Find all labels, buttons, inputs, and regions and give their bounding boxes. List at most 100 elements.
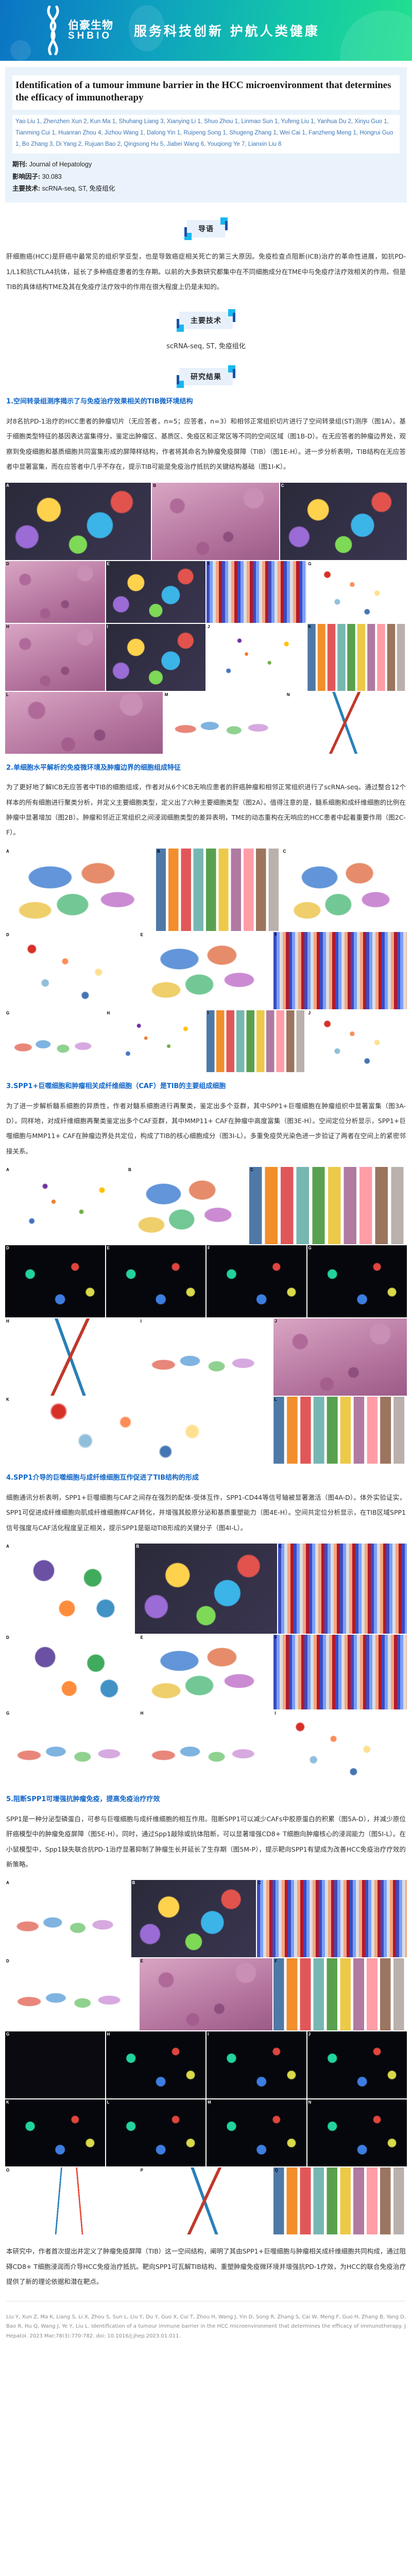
figure-panel: E: [106, 1245, 205, 1318]
intro-badge-label: 导语: [198, 225, 214, 234]
figure-panel: J: [273, 1318, 407, 1396]
tech-summary-text: scRNA-seq, ST, 免疫组化: [166, 343, 246, 351]
figure-panel: N: [307, 2099, 407, 2167]
result-heading-2: 2.单细胞水平解析的免疫微环境及肿瘤边界的细胞组成特征: [6, 764, 181, 772]
figure-panel: J: [307, 1010, 407, 1072]
banner-decoration-blob: [10, 40, 31, 61]
impact-factor-line: 影响因子: 30.083: [12, 171, 400, 183]
tech-badge: 主要技术: [177, 309, 235, 332]
figure-4: A B C D E F G H I: [5, 1544, 407, 1786]
figure-panel: F: [273, 1635, 407, 1710]
figure-1: A B C D E F G H I J K L M N: [5, 482, 407, 754]
journal-label: 期刊:: [12, 160, 28, 168]
figure-panel: M: [163, 691, 285, 754]
figure-panel: B: [131, 1880, 256, 1958]
reference-text: Liu Y, Xun Z, Ma K, Liang S, Li X, Zhou …: [6, 2314, 406, 2339]
figure-panel: F: [207, 1245, 306, 1318]
figure-panel: C: [278, 1544, 407, 1634]
technique-line: 主要技术: scRNA-seq, ST, 免疫组化: [12, 183, 400, 195]
dna-helix-icon: [42, 6, 64, 55]
figure-panel: A: [5, 482, 151, 560]
figure-5: A B C D E F G H I J K L M N O P Q: [5, 1880, 407, 2235]
figure-panel: D: [5, 1635, 139, 1710]
result-paragraph-3: 为了进一步解析髓系细胞的异质性，作者对髓系细胞进行再聚类，鉴定出多个亚群，其中S…: [6, 1101, 406, 1155]
banner-slogan: 服务科技创新 护航人类健康: [134, 24, 320, 39]
results-badge-label: 研究结果: [191, 373, 221, 382]
figure-panel: G: [5, 1710, 139, 1786]
figure-panel: G: [5, 1010, 105, 1072]
figure-panel: G: [5, 2031, 105, 2099]
figure-panel: A: [5, 1167, 127, 1245]
figure-panel: D: [5, 1958, 139, 2031]
banner-decoration-blob: [340, 10, 412, 61]
figure-panel: K: [307, 623, 407, 691]
figure-panel: G: [307, 1245, 407, 1318]
figure-panel: I: [139, 1318, 273, 1396]
figure-panel: F: [273, 1958, 407, 2031]
figure-panel: I: [207, 1010, 306, 1072]
results-badge: 研究结果: [177, 365, 235, 388]
figure-panel: D: [5, 561, 105, 623]
figure-panel: C: [249, 1167, 407, 1245]
figure-panel: A: [5, 1880, 130, 1958]
figure-panel: Q: [273, 2167, 407, 2235]
figure-panel: B: [156, 848, 281, 931]
technique-value: scRNA-seq, ST, 免疫组化: [42, 185, 115, 193]
result-paragraph-4: 细胞通讯分析表明，SPP1+巨噬细胞与CAF之间存在强烈的配体-受体互作，SPP…: [6, 1493, 406, 1532]
journal-value: Journal of Hepatology: [29, 160, 92, 168]
figure-panel: H: [5, 623, 105, 691]
impact-factor-label: 影响因子:: [12, 173, 41, 180]
figure-panel: L: [273, 1397, 407, 1464]
banner-decoration-blob: [129, 5, 165, 52]
technique-label: 主要技术:: [12, 185, 41, 193]
figure-panel: A: [5, 848, 155, 931]
intro-paragraph: 肝细胞癌(HCC)是肝癌中最常见的组织学亚型，也是导致癌症相关死亡的第三大原因。…: [6, 252, 406, 291]
site-banner: 伯豪生物 SHBIO 服务科技创新 护航人类健康: [0, 0, 412, 61]
figure-panel: P: [139, 2167, 273, 2235]
footer-spacer: [0, 2349, 412, 2363]
intro-badge-wrap: 导语: [0, 217, 412, 241]
logo-chinese-name: 伯豪生物: [68, 19, 113, 31]
figure-panel: J: [307, 2031, 407, 2099]
conclusion-paragraph: 本研究中，作者首次提出并定义了肿瘤免疫屏障（TIB）这一空间结构，阐明了其由SP…: [6, 2247, 406, 2286]
figure-panel: E: [139, 1958, 273, 2031]
result-heading-3: 3.SPP1+巨噬细胞和肿瘤相关成纤维细胞（CAF）是TIB的主要组成细胞: [6, 1082, 226, 1090]
figure-panel: C: [280, 482, 407, 560]
result-heading-5: 5.阻断SPP1可增强抗肿瘤免疫，提高免疫治疗疗效: [6, 1795, 160, 1804]
tech-badge-label: 主要技术: [191, 317, 221, 326]
figure-panel: H: [106, 1010, 205, 1072]
figure-panel: F: [207, 561, 306, 623]
figure-panel: L: [5, 691, 163, 754]
figure-panel: B: [135, 1544, 277, 1634]
logo-english-name: SHBIO: [68, 30, 112, 42]
intro-badge: 导语: [184, 217, 228, 241]
site-logo[interactable]: 伯豪生物 SHBIO: [42, 6, 113, 55]
figure-panel: C: [282, 848, 407, 931]
figure-3: A B C D E F G H I J K L: [5, 1167, 407, 1464]
tech-badge-wrap: 主要技术: [0, 309, 412, 332]
figure-panel: A: [5, 1544, 134, 1634]
figure-panel: N: [285, 691, 407, 754]
figure-panel: F: [273, 931, 407, 1009]
result-paragraph-1: 对8名抗PD-1治疗的HCC患者的肿瘤切片（无应答者，n=5；应答者，n=3）和…: [6, 417, 406, 471]
figure-panel: E: [139, 1635, 273, 1710]
author-list: Yao Liu 1, Zhenzhen Xun 2, Kun Ma 1, Shu…: [12, 114, 400, 154]
figure-panel: H: [106, 2031, 205, 2099]
figure-panel: B: [127, 1167, 249, 1245]
page-title: Identification of a tumour immune barrie…: [12, 75, 400, 110]
result-paragraph-5: SPP1是一种分泌型磷蛋白，可参与巨噬细胞与成纤维细胞的相互作用。阻断SPP1可…: [6, 1815, 406, 1868]
figure-panel: M: [207, 2099, 306, 2167]
article-page: 伯豪生物 SHBIO 服务科技创新 护航人类健康 Identification …: [0, 0, 412, 2363]
figure-panel: L: [106, 2099, 205, 2167]
impact-factor-value: 30.083: [42, 173, 62, 180]
figure-panel: E: [139, 931, 273, 1009]
figure-panel: O: [5, 2167, 139, 2235]
result-heading-4: 4.SPP1介导的巨噬细胞与成纤维细胞互作促进了TIB结构的形成: [6, 1474, 199, 1482]
figure-panel: K: [5, 1397, 272, 1464]
paper-meta-card: Identification of a tumour immune barrie…: [5, 67, 407, 203]
figure-panel: I: [106, 623, 205, 691]
result-heading-1: 1.空间转录组测序揭示了与免疫治疗效果相关的TIB微环境结构: [6, 398, 193, 406]
result-paragraph-2: 为了更好地了解ICB无应答者中TIB的细胞组成，作者对从6个ICB无响应患者的肝…: [6, 783, 406, 837]
figure-panel: C: [257, 1880, 407, 1958]
results-badge-wrap: 研究结果: [0, 365, 412, 388]
